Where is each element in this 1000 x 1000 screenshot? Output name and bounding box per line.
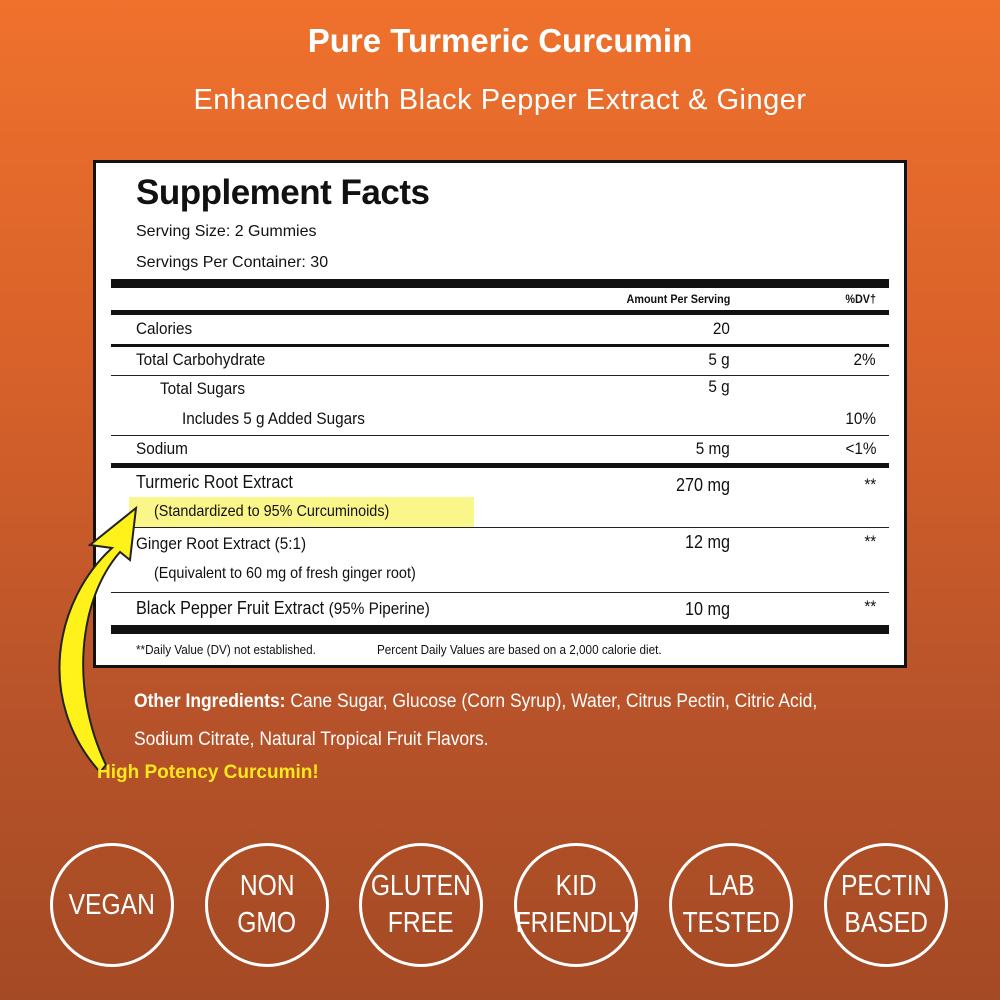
badge-vegan: VEGAN	[50, 843, 174, 967]
other-ingredients: Other Ingredients: Cane Sugar, Glucose (…	[134, 683, 833, 759]
badge-text: FREE	[388, 907, 454, 939]
row-name: Includes 5 g Added Sugars	[182, 409, 365, 428]
row-amount: 20	[712, 319, 730, 338]
divider	[111, 527, 889, 528]
row-dv: <1%	[844, 439, 876, 458]
row-amount: 5 mg	[695, 439, 730, 458]
row-name: Total Sugars	[160, 379, 246, 398]
row-name-main: Black Pepper Fruit Extract	[136, 598, 325, 618]
badge-text: BASED	[844, 907, 928, 939]
row-subtext: (Equivalent to 60 mg of fresh ginger roo…	[154, 565, 416, 582]
row-dv: 2%	[853, 350, 876, 369]
row-subtext: (Standardized to 95% Curcuminoids)	[154, 503, 390, 520]
divider	[111, 344, 889, 347]
other-ingredients-label: Other Ingredients:	[134, 691, 286, 712]
badge-text: PECTIN	[840, 870, 932, 902]
page-subtitle: Enhanced with Black Pepper Extract & Gin…	[193, 84, 807, 116]
divider	[111, 592, 889, 593]
footnote-calories: Percent Daily Values are based on a 2,00…	[377, 642, 662, 657]
badge-text: VEGAN	[68, 888, 156, 921]
row-amount: 270 mg	[675, 475, 730, 495]
badge-kid-friendly: KID FRIENDLY	[514, 843, 638, 967]
badge-text: GLUTEN	[370, 870, 471, 902]
badge-lab-tested: LAB TESTED	[669, 843, 793, 967]
dv-header: %DV†	[845, 292, 876, 306]
divider	[111, 279, 889, 288]
footnote-dv: **Daily Value (DV) not established.	[136, 642, 316, 657]
row-name: Total Carbohydrate	[136, 350, 266, 369]
badge-text: FRIENDLY	[515, 907, 637, 939]
row-amount: 5 g	[708, 350, 730, 369]
divider	[111, 463, 889, 468]
badge-pectin-based: PECTIN BASED	[824, 843, 948, 967]
amount-header: Amount Per Serving	[626, 292, 730, 306]
badge-gluten-free: GLUTEN FREE	[359, 843, 483, 967]
serving-size: Serving Size: 2 Gummies	[136, 223, 317, 240]
row-name-suffix: (95% Piperine)	[328, 599, 430, 618]
row-name: Calories	[136, 319, 193, 338]
row-name: Ginger Root Extract (5:1)	[136, 534, 307, 553]
row-dv: **	[864, 475, 876, 494]
highlight	[129, 497, 474, 527]
divider	[111, 375, 889, 376]
badge-text: TESTED	[682, 907, 780, 939]
row-amount: 10 mg	[684, 599, 730, 619]
divider	[111, 625, 889, 634]
row-dv: **	[864, 532, 876, 551]
callout-text: High Potency Curcumin!	[97, 762, 319, 783]
row-amount: 5 g	[708, 377, 730, 396]
badge-text: NON	[239, 870, 295, 902]
row-dv: **	[864, 597, 876, 616]
badge-text: KID	[555, 870, 597, 902]
row-name: Black Pepper Fruit Extract (95% Piperine…	[136, 598, 430, 619]
other-ingredients-text: Cane Sugar, Glucose (Corn Syrup), Water,…	[134, 691, 818, 750]
divider	[111, 310, 889, 315]
row-amount: 12 mg	[684, 532, 730, 552]
page-title: Pure Turmeric Curcumin	[307, 22, 693, 59]
row-name: Turmeric Root Extract	[136, 472, 293, 492]
badge-text: LAB	[707, 870, 755, 902]
badge-text: GMO	[237, 907, 297, 939]
supplement-facts-panel: Supplement Facts Serving Size: 2 Gummies…	[93, 160, 907, 668]
badge-non-gmo: NON GMO	[205, 843, 329, 967]
row-dv: 10%	[845, 409, 876, 428]
facts-title: Supplement Facts	[136, 173, 430, 212]
divider	[111, 435, 889, 436]
servings-per-container: Servings Per Container: 30	[136, 254, 329, 271]
row-name: Sodium	[136, 439, 188, 458]
